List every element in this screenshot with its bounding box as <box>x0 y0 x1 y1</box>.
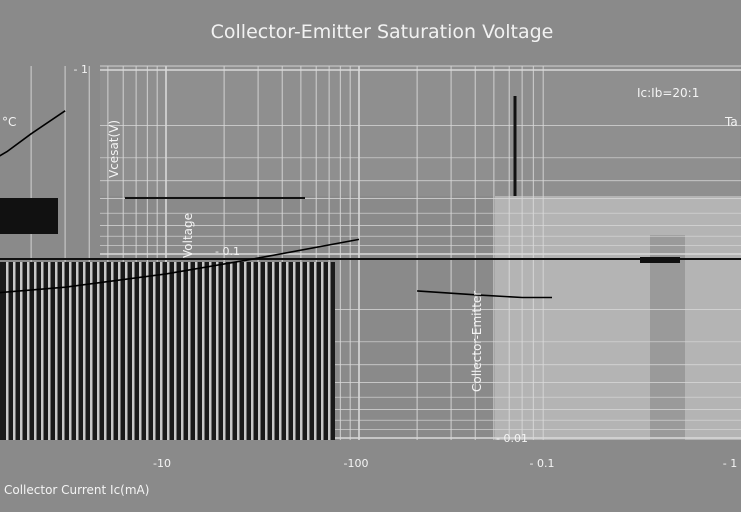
stripe <box>62 262 65 440</box>
stripe <box>97 262 100 440</box>
stripe <box>321 262 324 440</box>
series-line-1 <box>0 238 360 294</box>
panel-right <box>495 196 741 440</box>
stripe <box>286 262 289 440</box>
stripe <box>20 262 23 440</box>
stripe <box>153 262 156 440</box>
stripe <box>90 262 93 440</box>
stripe <box>202 262 205 440</box>
stripe <box>48 262 51 440</box>
stripe <box>314 262 317 440</box>
stripe <box>118 262 121 440</box>
stripe <box>167 262 170 440</box>
stripe <box>13 262 16 440</box>
stripe <box>83 262 86 440</box>
stripe <box>279 262 282 440</box>
stripe <box>251 262 254 440</box>
stripe <box>27 262 30 440</box>
black-marker-right <box>640 257 680 263</box>
y-tick-label: - 1 <box>74 63 88 76</box>
panel-upper <box>100 66 740 196</box>
stripe <box>146 262 149 440</box>
y-tick-label: - 0.01 <box>496 432 528 445</box>
stripe <box>216 262 219 440</box>
stripe <box>76 262 79 440</box>
chart-title: Collector-Emitter Saturation Voltage <box>211 21 554 43</box>
stripe <box>125 262 128 440</box>
stripe <box>307 262 310 440</box>
series-line-2 <box>0 110 66 157</box>
stripe <box>223 262 226 440</box>
x-tick-label: -100 <box>344 457 369 470</box>
stripe <box>195 262 198 440</box>
y-axis-label-part: Voltage <box>181 213 195 258</box>
stripe <box>160 262 163 440</box>
stripe <box>139 262 142 440</box>
stripe <box>293 262 296 440</box>
stripe <box>174 262 177 440</box>
stripe <box>55 262 58 440</box>
x-tick-label: - 0.1 <box>530 457 555 470</box>
stripe-block <box>0 262 335 440</box>
panel-band <box>650 235 685 440</box>
black-wedge <box>0 198 58 234</box>
stripe <box>244 262 247 440</box>
stripe <box>237 262 240 440</box>
stripe <box>265 262 268 440</box>
stripe <box>34 262 37 440</box>
x-axis-label: Collector Current Ic(mA) <box>4 483 149 497</box>
stripe <box>230 262 233 440</box>
stripe <box>272 262 275 440</box>
stripe <box>6 262 9 440</box>
stripe <box>258 262 261 440</box>
ratio-annotation: Ic:Ib=20:1 <box>637 86 699 100</box>
curves <box>0 110 552 299</box>
y-axis-label-part: Collector-Emitter <box>470 291 484 392</box>
stripe <box>104 262 107 440</box>
stripe <box>41 262 44 440</box>
series-line-3 <box>417 290 552 299</box>
y-axis-label-part: Vcesat(V) <box>107 120 121 178</box>
x-tick-label: - 1 <box>723 457 737 470</box>
x-tick-label: -10 <box>153 457 171 470</box>
y-tick-label: - 0.1 <box>215 245 240 258</box>
stripe <box>132 262 135 440</box>
stripe <box>188 262 191 440</box>
stripe <box>209 262 212 440</box>
stripe <box>69 262 72 440</box>
ta-annotation: Ta <box>724 115 738 129</box>
stripe <box>181 262 184 440</box>
stripe <box>300 262 303 440</box>
stripe <box>111 262 114 440</box>
stripe <box>328 262 331 440</box>
temp-annotation: °C <box>2 115 16 129</box>
